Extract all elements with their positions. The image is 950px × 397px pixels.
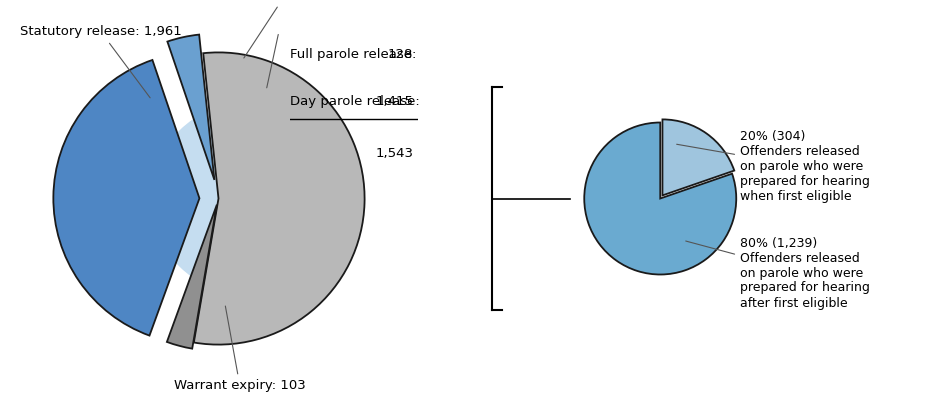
- Text: Day parole release:: Day parole release:: [290, 95, 420, 108]
- Wedge shape: [584, 123, 736, 274]
- Wedge shape: [194, 52, 365, 345]
- Text: Full parole release:: Full parole release:: [290, 48, 416, 61]
- Wedge shape: [167, 204, 217, 349]
- Text: Warrant expiry: 103: Warrant expiry: 103: [174, 306, 306, 392]
- Text: Statutory release: 1,961: Statutory release: 1,961: [20, 25, 181, 98]
- Circle shape: [152, 103, 342, 294]
- Text: 20% (304)
Offenders released
on parole who were
prepared for hearing
when first : 20% (304) Offenders released on parole w…: [676, 130, 870, 203]
- Wedge shape: [662, 119, 734, 195]
- Text: 80% (1,239)
Offenders released
on parole who were
prepared for hearing
after fir: 80% (1,239) Offenders released on parole…: [686, 237, 870, 310]
- Text: 1,543: 1,543: [375, 147, 413, 160]
- Text: 128: 128: [388, 48, 413, 61]
- Wedge shape: [167, 35, 215, 180]
- Wedge shape: [53, 60, 200, 335]
- Text: 1,415: 1,415: [375, 95, 413, 108]
